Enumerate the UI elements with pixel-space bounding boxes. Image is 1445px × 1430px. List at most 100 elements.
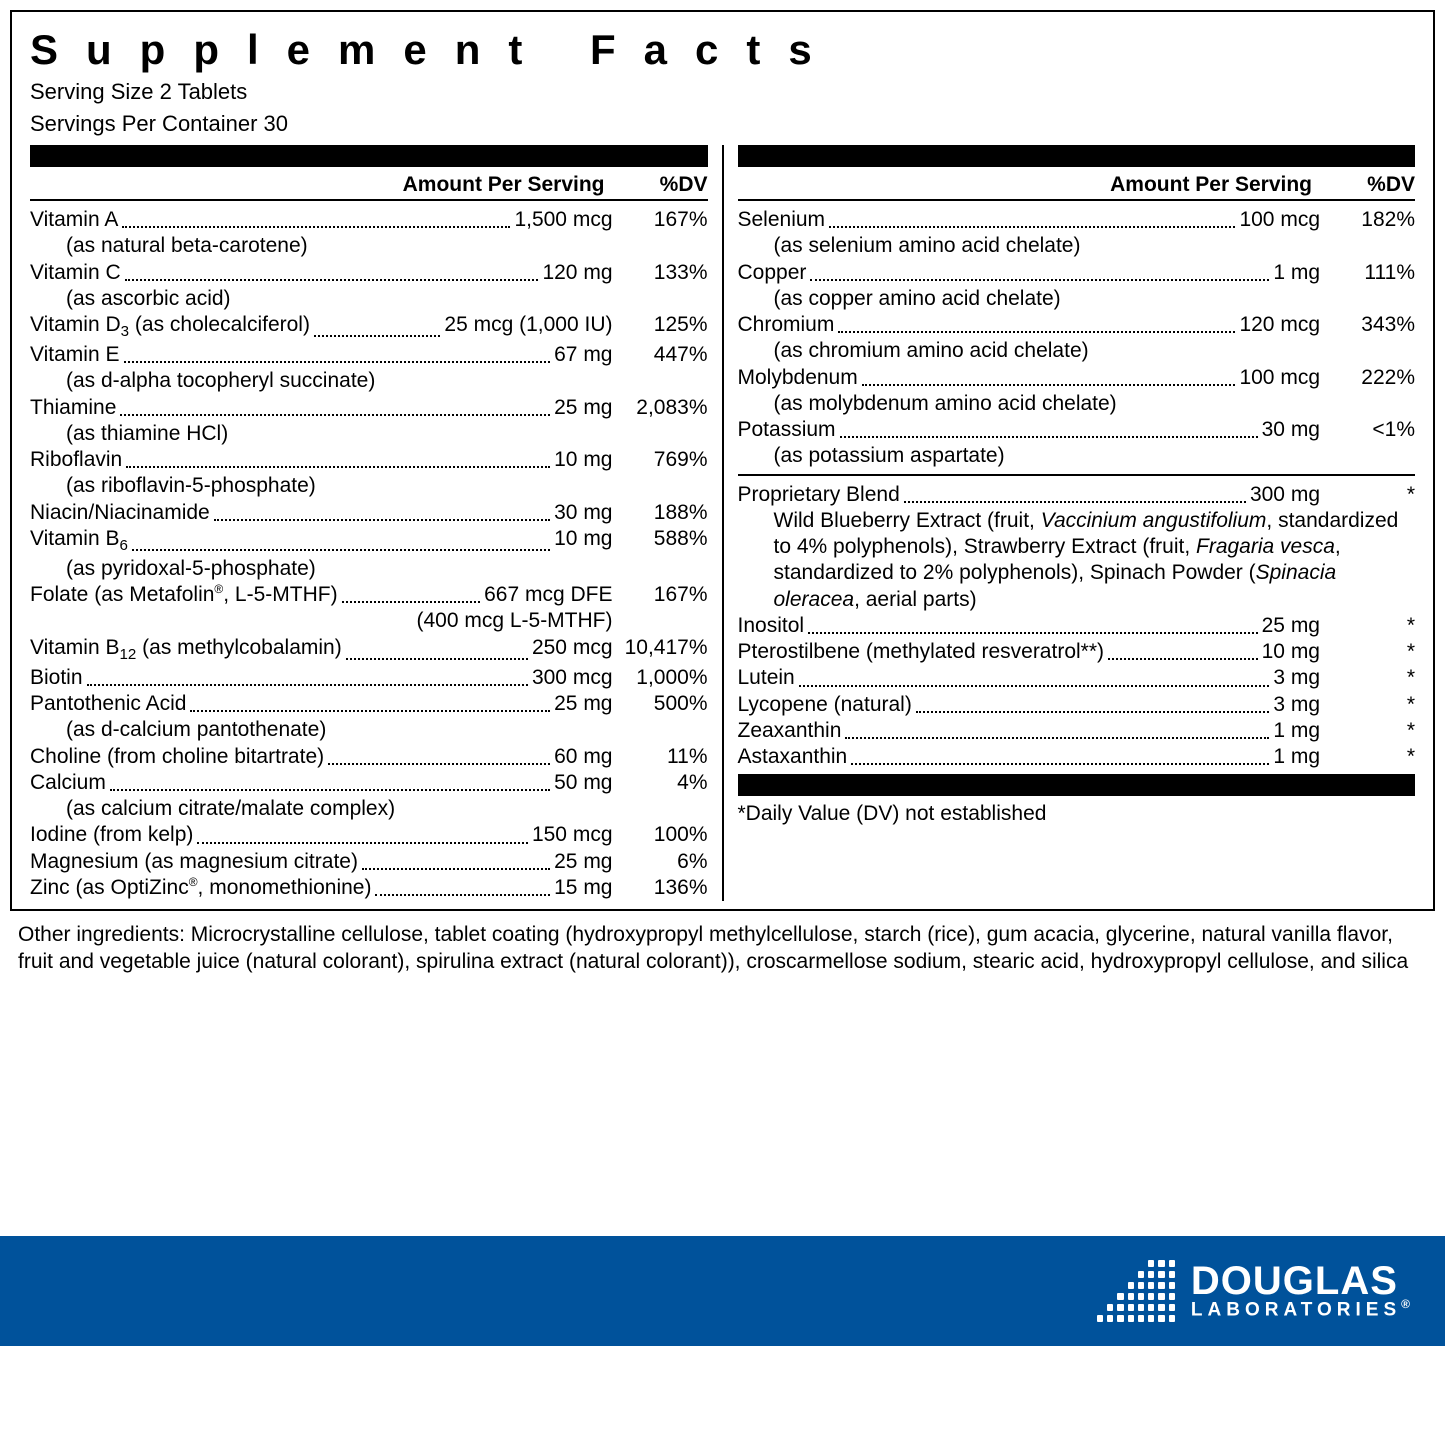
nutrient-dv: 2,083% [613,395,708,421]
nutrient-row: Choline (from choline bitartrate)60 mg11… [30,744,708,770]
nutrient-sublabel: (as molybdenum amino acid chelate) [738,391,1416,417]
nutrient-dv: 111% [1320,260,1415,286]
nutrient-sublabel: (as ascorbic acid) [30,286,708,312]
nutrient-name: Vitamin D3 (as cholecalciferol) [30,312,310,342]
nutrient-name: Thiamine [30,395,116,421]
nutrient-row: Lutein3 mg* [738,665,1416,691]
serving-size: Serving Size 2 Tablets [30,78,1415,106]
nutrient-amount: 100 mcg [1239,207,1320,233]
nutrient-dv: 500% [613,691,708,717]
nutrient-amount: 667 mcg DFE [484,582,612,608]
thick-rule [738,145,1416,167]
nutrient-amount: 25 mg [554,691,612,717]
brand-logo: DOUGLAS LABORATORIES® [1097,1260,1415,1322]
left-column: Amount Per Serving %DV Vitamin A1,500 mc… [30,145,724,901]
nutrient-dv: 133% [613,260,708,286]
nutrient-dv: * [1320,613,1415,639]
nutrient-sublabel: (as thiamine HCl) [30,421,708,447]
nutrient-amount: 300 mg [1250,482,1320,508]
header-amount: Amount Per Serving [30,173,613,197]
nutrient-name: Calcium [30,770,106,796]
nutrient-name: Zinc (as OptiZinc®, monomethionine) [30,875,371,901]
nutrient-dv: 10,417% [613,635,708,665]
nutrient-row: Potassium30 mg<1% [738,417,1416,443]
column-header: Amount Per Serving %DV [738,173,1416,197]
nutrient-name: Selenium [738,207,826,233]
thin-rule [738,474,1416,476]
nutrient-dv: 182% [1320,207,1415,233]
brand-line1: DOUGLAS [1191,1259,1398,1303]
nutrient-name: Lutein [738,665,795,691]
nutrient-row: Selenium 100 mcg182% [738,207,1416,233]
nutrient-row: Molybdenum 100 mcg222% [738,365,1416,391]
nutrient-row: Zeaxanthin1 mg* [738,718,1416,744]
nutrient-row: Vitamin A1,500 mcg167% [30,207,708,233]
brand-footer: DOUGLAS LABORATORIES® [0,1236,1445,1346]
nutrient-name: Pterostilbene (methylated resveratrol**) [738,639,1105,665]
other-ingredients: Other ingredients: Microcrystalline cell… [18,921,1427,976]
nutrient-amount: 25 mcg (1,000 IU) [444,312,612,342]
nutrient-amount: 120 mg [542,260,612,286]
nutrient-amount: 60 mg [554,744,612,770]
nutrient-dv: 11% [613,744,708,770]
nutrient-row: Pterostilbene (methylated resveratrol**)… [738,639,1416,665]
nutrient-amount: 3 mg [1273,692,1320,718]
nutrient-amount: 1 mg [1273,260,1320,286]
nutrient-row: Niacin/Niacinamide30 mg188% [30,500,708,526]
nutrient-name: Pantothenic Acid [30,691,186,717]
nutrient-row: Thiamine25 mg2,083% [30,395,708,421]
nutrient-name: Vitamin A [30,207,118,233]
logo-mark-icon [1097,1260,1175,1322]
nutrient-amount: 10 mg [554,526,612,556]
nutrient-amount: 250 mcg [532,635,613,665]
nutrient-name: Iodine (from kelp) [30,822,193,848]
nutrient-name: Copper [738,260,807,286]
right-column: Amount Per Serving %DV Selenium100 mcg18… [724,145,1416,901]
servings-per-container: Servings Per Container 30 [30,110,1415,138]
nutrient-amount: 50 mg [554,770,612,796]
nutrient-name: Potassium [738,417,836,443]
nutrient-sublabel: (as potassium aspartate) [738,443,1416,469]
nutrient-dv: 222% [1320,365,1415,391]
nutrient-dv: * [1320,718,1415,744]
nutrient-sublabel: (as calcium citrate/malate complex) [30,796,708,822]
columns: Amount Per Serving %DV Vitamin A1,500 mc… [30,145,1415,901]
left-rows: Vitamin A1,500 mcg167%(as natural beta-c… [30,207,708,901]
nutrient-amount: 100 mcg [1239,365,1320,391]
nutrient-name: Vitamin B6 [30,526,128,556]
nutrient-name: Biotin [30,665,83,691]
thick-rule [738,774,1416,796]
nutrient-row: Astaxanthin1 mg* [738,744,1416,770]
nutrient-row: Iodine (from kelp)150 mcg100% [30,822,708,848]
nutrient-row: Calcium 50 mg4% [30,770,708,796]
nutrient-row: Folate (as Metafolin®, L-5-MTHF)667 mcg … [30,582,708,608]
nutrient-sublabel: (as chromium amino acid chelate) [738,338,1416,364]
nutrient-amount: 120 mcg [1239,312,1320,338]
nutrient-name: Molybdenum [738,365,858,391]
nutrient-name: Lycopene (natural) [738,692,912,718]
nutrient-row: Vitamin E67 mg447% [30,342,708,368]
nutrient-sublabel: (as natural beta-carotene) [30,233,708,259]
nutrient-dv: 4% [613,770,708,796]
nutrient-amount: 25 mg [1262,613,1320,639]
nutrient-sublabel: (as d-calcium pantothenate) [30,717,708,743]
nutrient-sublabel: (as selenium amino acid chelate) [738,233,1416,259]
nutrient-amount: 150 mcg [532,822,613,848]
right-top-rows: Selenium100 mcg182%(as selenium amino ac… [738,207,1416,470]
nutrient-amount: 1 mg [1273,744,1320,770]
brand-line2: LABORATORIES [1191,1299,1401,1320]
nutrient-row: Magnesium (as magnesium citrate)25 mg6% [30,849,708,875]
header-dv: %DV [613,173,708,197]
nutrient-sublabel: (as riboflavin-5-phosphate) [30,473,708,499]
nutrient-row: Vitamin D3 (as cholecalciferol) 25 mcg (1… [30,312,708,342]
column-header: Amount Per Serving %DV [30,173,708,197]
header-amount: Amount Per Serving [738,173,1321,197]
nutrient-name: Niacin/Niacinamide [30,500,210,526]
nutrient-row: Biotin300 mcg1,000% [30,665,708,691]
nutrient-row: Vitamin B12 (as methylcobalamin)250 mcg1… [30,635,708,665]
nutrient-row: Zinc (as OptiZinc®, monomethionine)15 mg… [30,875,708,901]
nutrient-row: Vitamin B610 mg588% [30,526,708,556]
nutrient-name: Zeaxanthin [738,718,842,744]
nutrient-dv: 6% [613,849,708,875]
nutrient-dv: * [1320,692,1415,718]
